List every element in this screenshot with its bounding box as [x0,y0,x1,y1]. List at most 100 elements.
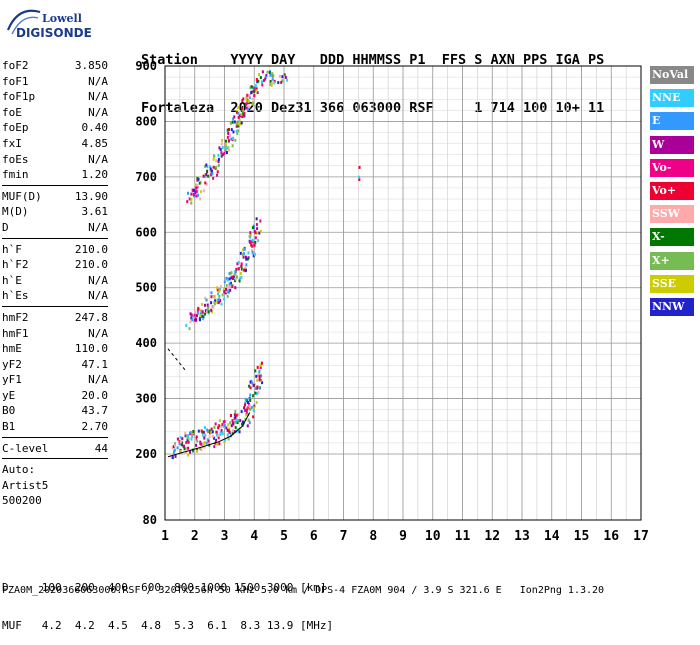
echo-point [223,151,226,155]
echo-point [246,424,249,428]
echo-point [229,121,232,125]
echo-point [268,71,271,75]
echo-point [228,427,231,431]
param-row-md: M(D) 3.61 [2,204,108,220]
echo-point [283,73,286,77]
echo-point [185,451,188,455]
echo-point [227,146,230,150]
param-name: D [2,220,9,234]
echo-point [277,81,280,85]
echo-point [251,238,254,242]
echo-point [258,374,261,378]
y-tick-label: 80 [143,513,157,527]
param-value: N/A [88,289,108,303]
header-labels: Station YYYY DAY DDD HHMMSS P1 FFS S AXN… [141,52,605,68]
echo-point [258,386,261,390]
echo-point [190,313,193,317]
echo-point [254,386,257,390]
echo-point [280,80,283,84]
echo-point [247,418,250,422]
echo-point [200,442,203,446]
echo-point [238,114,241,118]
echo-point [212,305,215,309]
echo-point [269,82,272,86]
echo-point [235,413,238,417]
echo-point [235,267,238,271]
echo-point [240,410,243,414]
echo-point [207,174,210,178]
echo-point [243,114,246,118]
echo-point [252,101,255,105]
echo-point [255,223,258,227]
legend-item-e: E [650,112,694,131]
echo-point [231,429,234,433]
echo-point [216,442,219,446]
x-tick-label: 13 [514,529,530,544]
echo-point [195,435,198,439]
echo-point [237,261,240,265]
echo-point [257,239,260,243]
param-name: fxI [2,136,22,150]
echo-point [199,190,202,194]
param-name: foF1p [2,90,36,104]
ionogram-chart: 1 2 3 4 5 6 7 8 9 10 11 12 13 14 15 16 17802003004005006… [135,59,649,544]
echo-point [357,175,360,179]
echo-point [208,429,211,433]
param-name: C-level [2,441,49,455]
echo-point [241,107,244,111]
param-name: hmF2 [2,310,29,324]
echo-point [210,295,213,299]
echo-point [231,432,234,436]
echo-point [203,303,206,307]
echo-point [228,148,231,152]
echo-point [264,76,267,80]
echo-point [234,138,237,142]
echo-point [186,200,189,204]
echo-point [215,159,218,163]
legend-item-noval: NoVal [650,66,694,84]
echo-point [248,240,251,244]
autoscale-code: 500200 [2,494,42,508]
echo-point [253,94,256,98]
echo-point [223,287,226,291]
echo-point [249,398,252,402]
echo-point [193,318,196,322]
x-tick-label: 11 [455,529,471,544]
separator [2,458,108,460]
param-value: N/A [88,152,108,166]
echo-point [194,437,197,441]
echo-point [197,306,200,310]
x-tick-label: 4 [250,529,258,544]
logo-swirl-icon [6,9,41,35]
echo-point [247,99,250,103]
echo-point [252,226,255,230]
x-tick-label: 12 [484,529,500,544]
echo-point [236,132,239,136]
param-name: h`Es [2,289,29,303]
echo-point [197,429,200,433]
echo-point [244,397,247,401]
echo-point [234,286,237,290]
param-row-yf2: yF2 47.1 [2,357,108,373]
param-value: 110.0 [74,342,108,356]
echo-point [240,121,243,125]
echo-point [229,288,232,292]
x-tick-label: 8 [369,529,377,544]
echo-point [202,174,205,178]
echo-point [230,137,233,141]
echo-point [238,118,241,122]
echo-point [226,135,229,139]
echo-point [196,439,199,443]
param-value: 1.20 [81,168,109,182]
echo-point [229,281,232,285]
echo-point [269,79,272,83]
echo-point [206,303,209,307]
x-tick-label: 17 [633,529,649,544]
echo-point [236,421,239,425]
echo-point [221,153,224,157]
echo-point [214,299,217,303]
echo-point [173,448,176,452]
param-value: 47.1 [81,357,109,371]
y-tick-label: 600 [135,225,157,239]
echo-point [237,124,240,128]
